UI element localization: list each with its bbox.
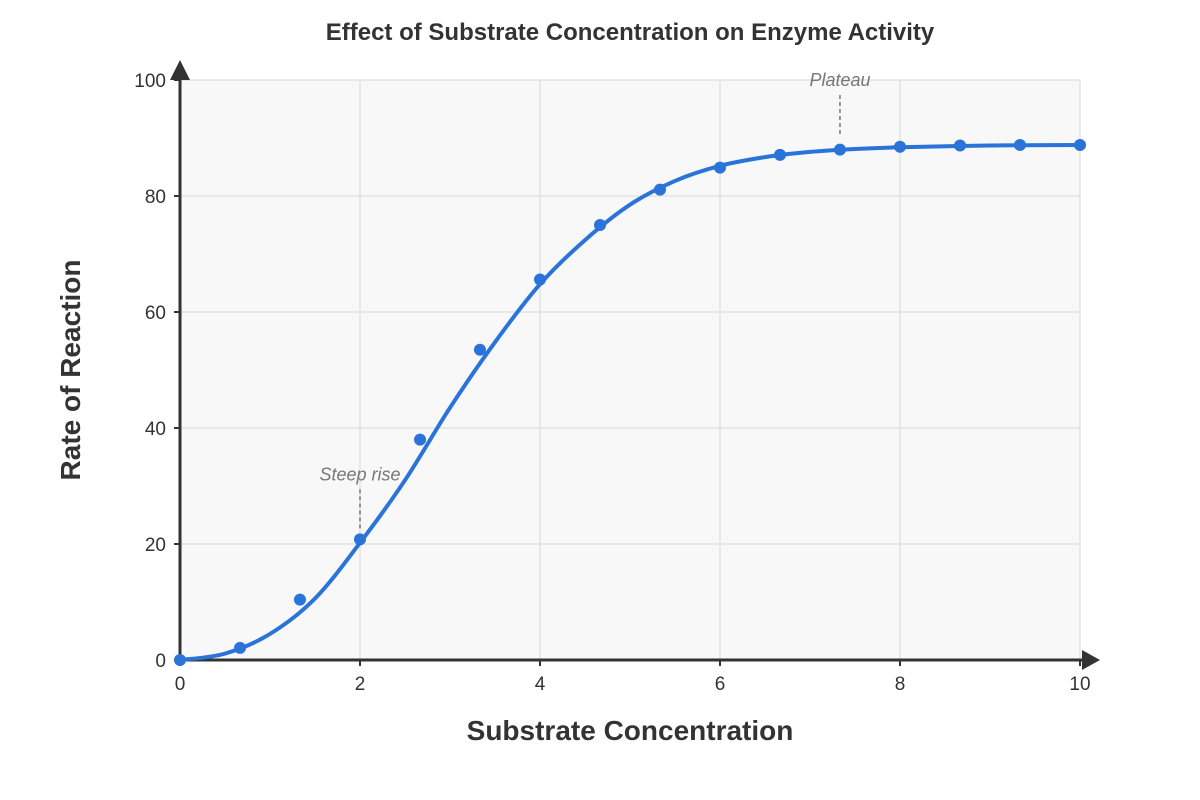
- axes: [170, 60, 1100, 670]
- annotation-label: Plateau: [809, 70, 870, 90]
- data-point: [714, 161, 726, 174]
- data-point: [414, 433, 427, 446]
- y-tick-label: 20: [145, 535, 166, 556]
- data-point: [954, 139, 967, 152]
- data-point: [534, 273, 546, 286]
- y-tick-label: 80: [145, 187, 166, 208]
- data-point: [293, 593, 306, 606]
- x-tick-label: 4: [535, 674, 546, 695]
- x-tick-label: 0: [175, 674, 186, 695]
- y-tick-label: 40: [145, 419, 166, 440]
- data-point: [354, 533, 366, 546]
- data-point: [774, 148, 787, 161]
- y-axis-arrow: [170, 60, 190, 80]
- data-point: [473, 343, 486, 356]
- data-point: [1013, 138, 1026, 151]
- data-point: [234, 641, 247, 654]
- x-tick-label: 8: [895, 674, 906, 695]
- data-point: [894, 140, 906, 153]
- data-point: [1074, 138, 1086, 151]
- annotation-label: Steep rise: [319, 464, 400, 484]
- data-series: [174, 138, 1086, 666]
- data-point: [833, 143, 846, 156]
- x-axis-title: Substrate Concentration: [467, 715, 794, 746]
- annotations: Steep rise Plateau: [319, 70, 871, 529]
- grid-lines: [180, 79, 1081, 660]
- chart-title: Effect of Substrate Concentration on Enz…: [326, 19, 935, 46]
- data-point: [174, 654, 186, 666]
- y-tick-label: 60: [145, 303, 166, 324]
- x-axis-arrow: [1082, 650, 1100, 670]
- x-tick-label: 6: [715, 674, 726, 695]
- x-tick-label: 2: [355, 674, 366, 695]
- plot-area-background: [180, 80, 1080, 660]
- data-point: [653, 183, 666, 196]
- series-line: [178, 142, 1082, 662]
- y-axis-title: Rate of Reaction: [55, 260, 86, 481]
- y-tick-label: 0: [155, 651, 166, 672]
- y-tick-label: 100: [134, 71, 166, 92]
- x-tick-label: 10: [1069, 674, 1090, 695]
- data-point: [594, 219, 607, 231]
